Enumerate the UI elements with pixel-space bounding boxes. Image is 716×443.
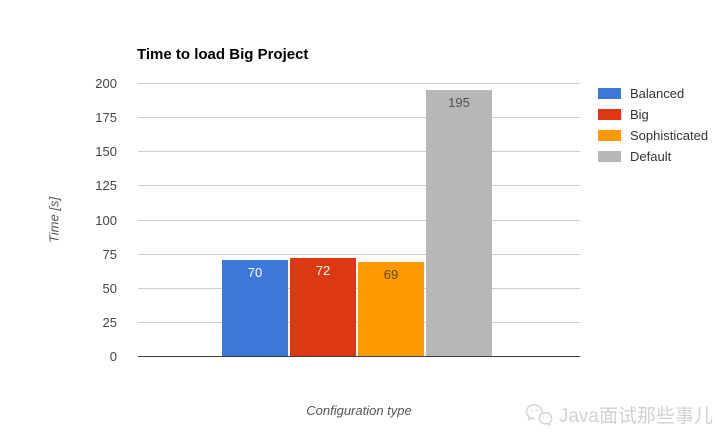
legend-swatch: [598, 88, 621, 99]
gridline-150: [138, 151, 580, 153]
bar-value-label: 69: [383, 266, 399, 282]
legend-swatch: [598, 109, 621, 120]
y-tick-label: 200: [95, 76, 117, 91]
gridline-175: [138, 117, 580, 119]
legend-item-default: Default: [598, 146, 708, 167]
bars-group: 70 72 69 195: [222, 89, 494, 356]
bar-sophisticated: 69: [358, 261, 424, 356]
y-tick-label: 150: [95, 144, 117, 160]
legend: Balanced Big Sophisticated Default: [598, 83, 708, 167]
y-tick-label: 25: [102, 314, 117, 330]
y-tick-label: 75: [102, 246, 117, 262]
chart-title: Time to load Big Project: [137, 46, 309, 63]
x-axis-line: [138, 356, 580, 357]
x-axis-title: Configuration type: [306, 403, 412, 418]
gridline-100: [138, 219, 580, 221]
y-tick-label: 0: [109, 349, 117, 364]
wechat-icon: [525, 404, 553, 426]
bar-value-label: 72: [315, 262, 331, 278]
y-tick-labels: 0 25 50 75 100 125 150 175 200: [0, 77, 128, 364]
bar-default: 195: [426, 89, 492, 356]
y-tick-label: 100: [95, 212, 117, 228]
watermark: Java面试那些事儿: [524, 399, 713, 429]
legend-item-balanced: Balanced: [598, 83, 708, 104]
gridline-125: [138, 185, 580, 187]
plot-area: 70 72 69 195: [138, 83, 580, 357]
y-tick-label: 50: [102, 280, 117, 296]
watermark-text: Java面试那些事儿: [558, 405, 713, 427]
y-tick-label: 125: [95, 178, 117, 194]
bar-value-label: 195: [448, 94, 470, 110]
bar-balanced: 70: [222, 260, 288, 356]
gridline-75: [138, 253, 580, 255]
legend-swatch: [598, 151, 621, 162]
legend-swatch: [598, 130, 621, 141]
legend-label: Big: [630, 107, 649, 122]
legend-item-big: Big: [598, 104, 708, 125]
y-tick-label: 175: [95, 110, 117, 126]
legend-item-sophisticated: Sophisticated: [598, 125, 708, 146]
gridline-200: [138, 83, 580, 84]
legend-label: Sophisticated: [630, 128, 709, 143]
bar-value-label: 70: [247, 265, 263, 281]
legend-label: Default: [630, 149, 672, 164]
legend-label: Balanced: [630, 86, 685, 101]
bar-big: 72: [290, 257, 356, 356]
